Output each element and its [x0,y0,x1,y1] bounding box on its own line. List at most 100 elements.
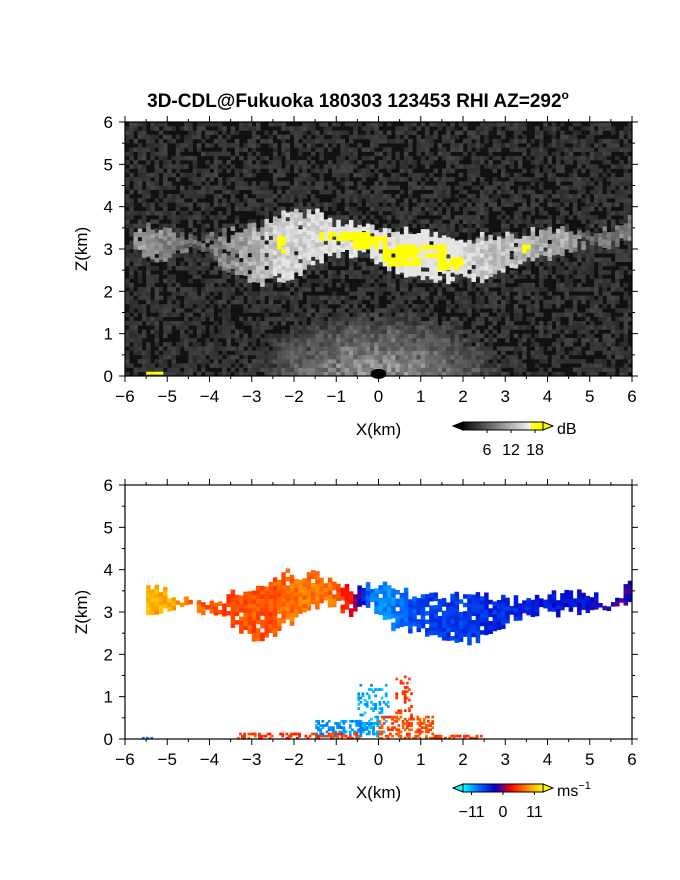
noise-cell [555,160,561,165]
noise-cell [370,134,375,140]
noise-cell [501,325,506,330]
noise-cell [141,155,147,161]
noise-cell [340,316,345,322]
noise-cell [272,295,278,301]
noise-cell [163,181,168,186]
noise-cell [627,354,633,360]
noise-cell [158,316,164,322]
noise-cell [488,367,493,373]
noise-cell [615,257,620,262]
noise-cell [615,177,620,182]
noise-cell [129,223,134,229]
noise-cell [298,295,303,301]
noise-cell [619,367,624,373]
noise-cell [209,316,215,322]
noise-cell [615,354,620,360]
cloud-cell [294,217,299,222]
noise-cell [302,210,307,216]
noise-cell [577,249,582,254]
noise-cell [577,215,582,220]
noise-cell [534,147,540,152]
noise-cell [188,299,193,305]
noise-cell [479,363,485,368]
noise-cell [247,291,253,296]
noise-cell [336,210,341,216]
cloud-cell [213,251,219,257]
noise-cell [171,193,176,199]
noise-cell [188,278,193,284]
noise-cell [209,270,215,275]
noise-cell [201,299,206,305]
noise-cell [585,181,591,186]
cloud-cell [302,222,307,228]
noise-cell [137,219,143,224]
noise-cell [458,282,464,288]
cloud-cell [277,277,282,283]
noise-cell [441,177,447,182]
noise-cell [429,227,434,233]
noise-cell [213,320,219,326]
noise-cell [243,342,248,347]
noise-cell [247,371,253,377]
noise-cell [547,155,553,161]
noise-cell [243,185,248,191]
noise-cell [437,151,443,157]
noise-cell [234,151,240,157]
cloud-cell [306,247,312,252]
noise-cell [399,202,405,207]
noise-cell [450,160,455,165]
noise-cell [463,164,468,169]
noise-cell [627,164,633,169]
noise-cell [205,130,210,135]
noise-cell [353,223,358,229]
noise-cell [310,316,316,322]
noise-cell [530,189,536,195]
noise-cell [627,126,633,131]
noise-cell [479,198,485,203]
noise-cell [205,253,210,258]
noise-cell [378,291,384,296]
noise-cell [458,295,464,301]
noise-cell [146,134,151,140]
noise-cell [175,232,181,237]
noise-cell [522,147,527,152]
cloud-cell [217,245,223,250]
noise-cell [496,232,502,237]
noise-cell [201,151,206,157]
noise-cell [501,181,506,186]
noise-cell [424,274,430,279]
noise-cell [323,278,329,284]
cloud-cell [226,255,231,261]
noise-cell [568,295,574,301]
noise-cell [429,342,434,347]
noise-cell [163,329,168,334]
noise-cell [365,342,371,347]
noise-cell [501,172,506,178]
noise-cell [319,325,324,330]
noise-cell [408,189,413,195]
noise-cell [146,181,151,186]
noise-cell [475,164,481,169]
noise-cell [627,210,633,216]
noise-cell [298,354,303,360]
noise-cell [539,350,544,356]
noise-cell [560,198,565,203]
noise-cell [310,342,316,347]
noise-cell [581,219,586,224]
noise-cell [353,346,358,351]
noise-cell [243,320,248,326]
noise-cell [602,363,607,368]
noise-cell [196,308,202,313]
noise-cell [306,304,312,309]
noise-cell [429,367,434,373]
noise-cell [543,257,548,262]
noise-cell [437,193,443,199]
noise-cell [416,138,422,144]
noise-cell [137,210,143,216]
noise-cell [492,295,498,301]
noise-cell [294,291,299,296]
noise-cell [188,223,193,229]
noise-cell [458,320,464,326]
noise-cell [268,164,274,169]
noise-cell [615,282,620,288]
